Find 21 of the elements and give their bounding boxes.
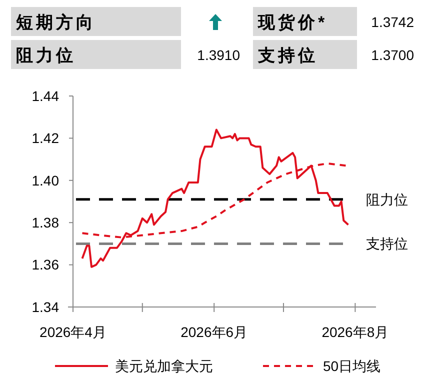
ref-line-label: 支持位	[366, 236, 408, 252]
text: 1.3910	[197, 47, 240, 63]
y-tick-label: 1.42	[32, 130, 60, 146]
y-tick-label: 1.40	[32, 172, 60, 188]
y-tick-label: 1.44	[32, 88, 60, 104]
text: 支持位	[257, 46, 318, 65]
x-tick-label: 2026年4月	[40, 324, 106, 340]
legend-label: 美元兑加拿大元	[115, 358, 213, 374]
text: 短期方向	[15, 13, 96, 32]
x-tick-label: 2026年8月	[322, 324, 389, 340]
y-tick-label: 1.38	[32, 214, 60, 230]
text: 阻力位	[16, 46, 76, 65]
line-series	[81, 128, 350, 268]
text: 1.3742	[371, 14, 414, 30]
ref-line-label: 阻力位	[366, 191, 408, 208]
y-tick-label: 1.36	[32, 256, 60, 273]
text: 1.3700	[371, 47, 414, 63]
text: 现货价*	[257, 13, 328, 32]
y-tick-label: 1.34	[32, 298, 60, 315]
legend-label: 50日均线	[323, 358, 381, 374]
x-tick-label: 2026年6月	[180, 324, 248, 340]
